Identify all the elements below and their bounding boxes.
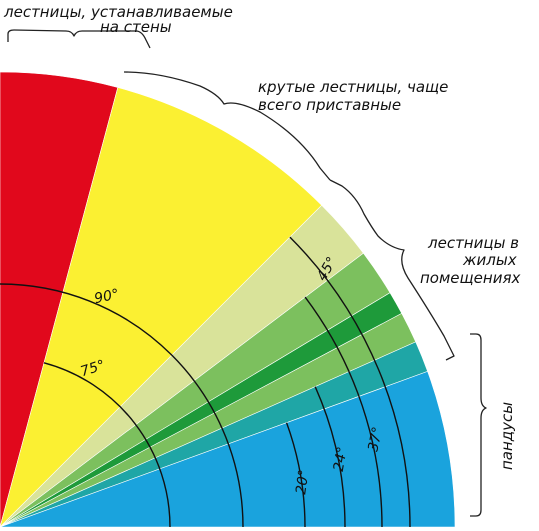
label-steep-stairs-line2: всего приставные xyxy=(258,96,401,114)
angle-label-24: 24° xyxy=(331,445,351,472)
angle-label-90: 90° xyxy=(93,286,121,307)
brace-wall-ladders xyxy=(7,29,151,49)
label-steep-stairs-line1: крутые лестницы, чаще xyxy=(258,78,448,96)
arc-75 xyxy=(43,362,171,528)
arc-20 xyxy=(285,422,306,528)
sector-ramps xyxy=(0,371,456,528)
angle-label-37: 37° xyxy=(365,425,386,453)
label-residential-line3: помещениях xyxy=(420,269,520,287)
label-residential-line1: лестницы в xyxy=(427,234,519,252)
angle-arcs xyxy=(0,236,411,528)
label-residential-line2: жилых xyxy=(462,251,517,269)
brace-residential xyxy=(329,179,455,361)
brace-ramps xyxy=(470,333,487,517)
angle-label-75: 75° xyxy=(79,357,108,380)
arc-37 xyxy=(304,296,383,528)
label-wall-ladders-line2: на стены xyxy=(100,18,172,36)
label-ramps: пандусы xyxy=(498,402,516,470)
angle-sectors xyxy=(0,71,456,528)
angle-label-20: 20° xyxy=(293,469,312,496)
arc-90 xyxy=(0,283,244,528)
arc-45 xyxy=(289,236,411,528)
brace-steep-stairs xyxy=(123,71,331,181)
arc-24 xyxy=(314,386,346,528)
label-wall-ladders-line1: лестницы, устанавливаемые xyxy=(3,3,233,21)
sector-steep-stairs xyxy=(0,87,323,528)
